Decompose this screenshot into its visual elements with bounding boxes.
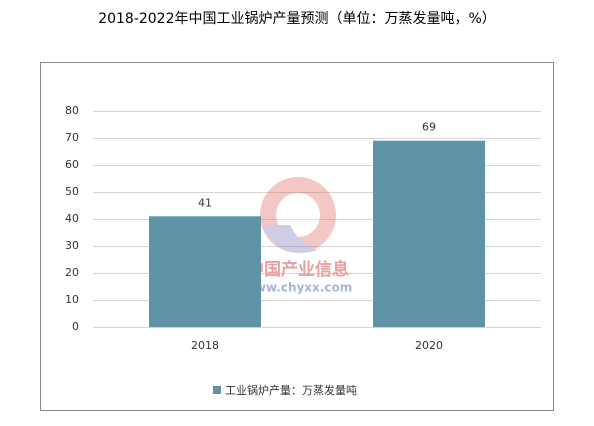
y-tick-label: 10 bbox=[65, 293, 79, 306]
chart-frame bbox=[40, 62, 554, 411]
y-tick-label: 60 bbox=[65, 158, 79, 171]
value-label: 69 bbox=[422, 121, 436, 134]
watermark-url: www.chyxx.com bbox=[244, 281, 352, 295]
x-tick-label: 2020 bbox=[415, 339, 443, 352]
y-tick-label: 40 bbox=[65, 212, 79, 225]
bar bbox=[373, 140, 485, 327]
bar bbox=[149, 216, 261, 327]
y-tick-label: 70 bbox=[65, 131, 79, 144]
legend-label: 工业锅炉产量：万蒸发量吨 bbox=[225, 383, 357, 397]
watermark-text: 中国产业信息 bbox=[247, 259, 349, 280]
y-tick-label: 50 bbox=[65, 185, 79, 198]
y-tick-label: 20 bbox=[65, 266, 79, 279]
y-tick-label: 80 bbox=[65, 104, 79, 117]
x-tick-label: 2018 bbox=[191, 339, 219, 352]
y-tick-label: 0 bbox=[72, 320, 79, 333]
value-label: 41 bbox=[198, 196, 212, 209]
watermark-logo bbox=[260, 177, 336, 253]
y-tick-label: 30 bbox=[65, 239, 79, 252]
legend-swatch bbox=[213, 386, 221, 394]
chart-title: 2018-2022年中国工业锅炉产量预测（单位：万蒸发量吨，%） bbox=[98, 11, 496, 27]
